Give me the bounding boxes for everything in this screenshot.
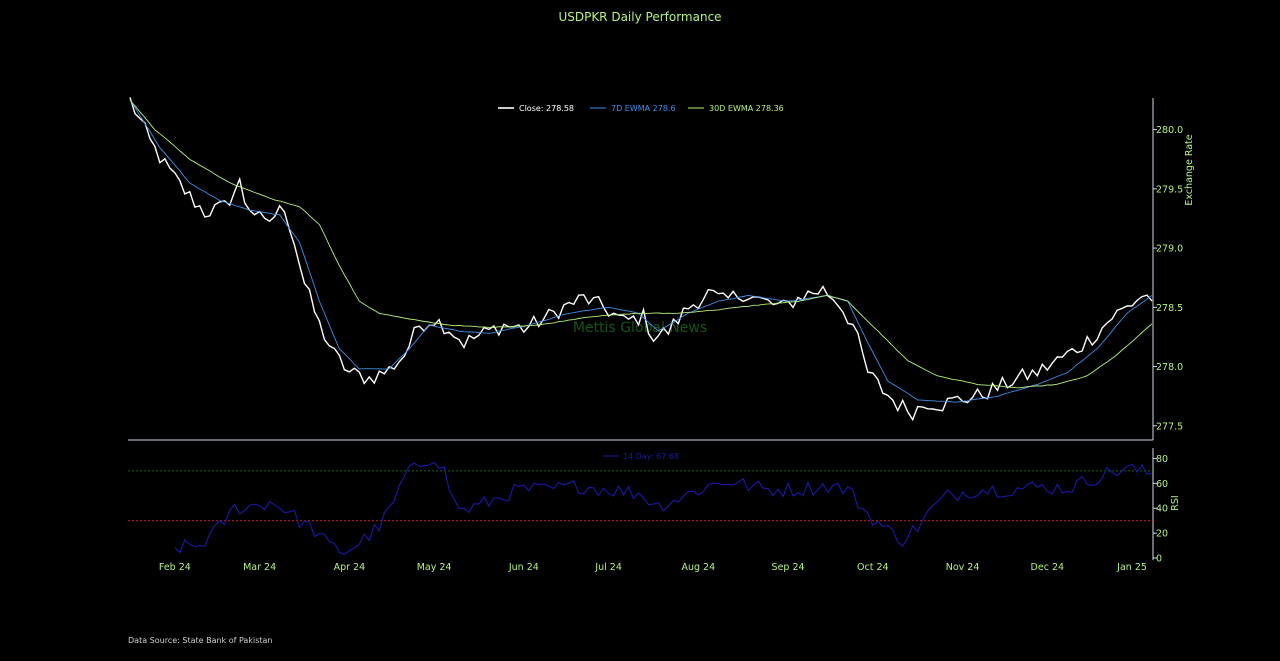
rsi-y-tick-label: 0: [1156, 554, 1162, 565]
price-y-tick-label: 278.0: [1156, 362, 1183, 373]
rsi-y-tick-label: 60: [1156, 479, 1168, 490]
series-line-close: [129, 97, 1153, 422]
series-line-ewma7: [129, 99, 1153, 403]
legend-label-ewma7: 7D EWMA 278.6: [611, 104, 676, 113]
watermark: Mettis Global News: [573, 320, 707, 336]
x-tick-label: May 24: [417, 562, 452, 573]
x-tick-label: Jul 24: [594, 562, 622, 573]
rsi-y-tick-label: 40: [1156, 504, 1168, 515]
price-y-tick-label: 279.5: [1156, 184, 1183, 195]
legend-label-rsi: 14 Day: 67.68: [623, 452, 679, 461]
rsi-y-tick-label: 80: [1156, 454, 1168, 465]
x-tick-label: Mar 24: [243, 562, 276, 573]
rsi-y-tick-label: 20: [1156, 529, 1168, 540]
price-y-tick-label: 278.5: [1156, 303, 1183, 314]
x-tick-label: Sep 24: [772, 562, 805, 573]
x-tick-label: Feb 24: [159, 562, 191, 573]
legend-label-ewma30: 30D EWMA 278.36: [709, 104, 784, 113]
x-tick-label: Dec 24: [1031, 562, 1065, 573]
price-y-tick-label: 277.5: [1156, 421, 1183, 432]
x-tick-label: Jun 24: [508, 562, 539, 573]
data-source-note: Data Source: State Bank of Pakistan: [128, 636, 273, 645]
x-tick-label: Aug 24: [681, 562, 715, 573]
x-tick-label: Jan 25: [1116, 562, 1147, 573]
price-y-tick-label: 279.0: [1156, 244, 1183, 255]
price-y-axis-label: Exchange Rate: [1184, 134, 1195, 205]
rsi-y-axis-label: RSI: [1170, 495, 1181, 510]
series-line-ewma30: [129, 99, 1153, 389]
chart-title: USDPKR Daily Performance: [558, 10, 722, 24]
legend-label-close: Close: 278.58: [519, 104, 574, 113]
x-tick-label: Oct 24: [857, 562, 889, 573]
price-y-tick-label: 280.0: [1156, 125, 1183, 136]
x-tick-label: Nov 24: [946, 562, 980, 573]
x-tick-label: Apr 24: [334, 562, 366, 573]
series-line-rsi: [174, 461, 1153, 555]
